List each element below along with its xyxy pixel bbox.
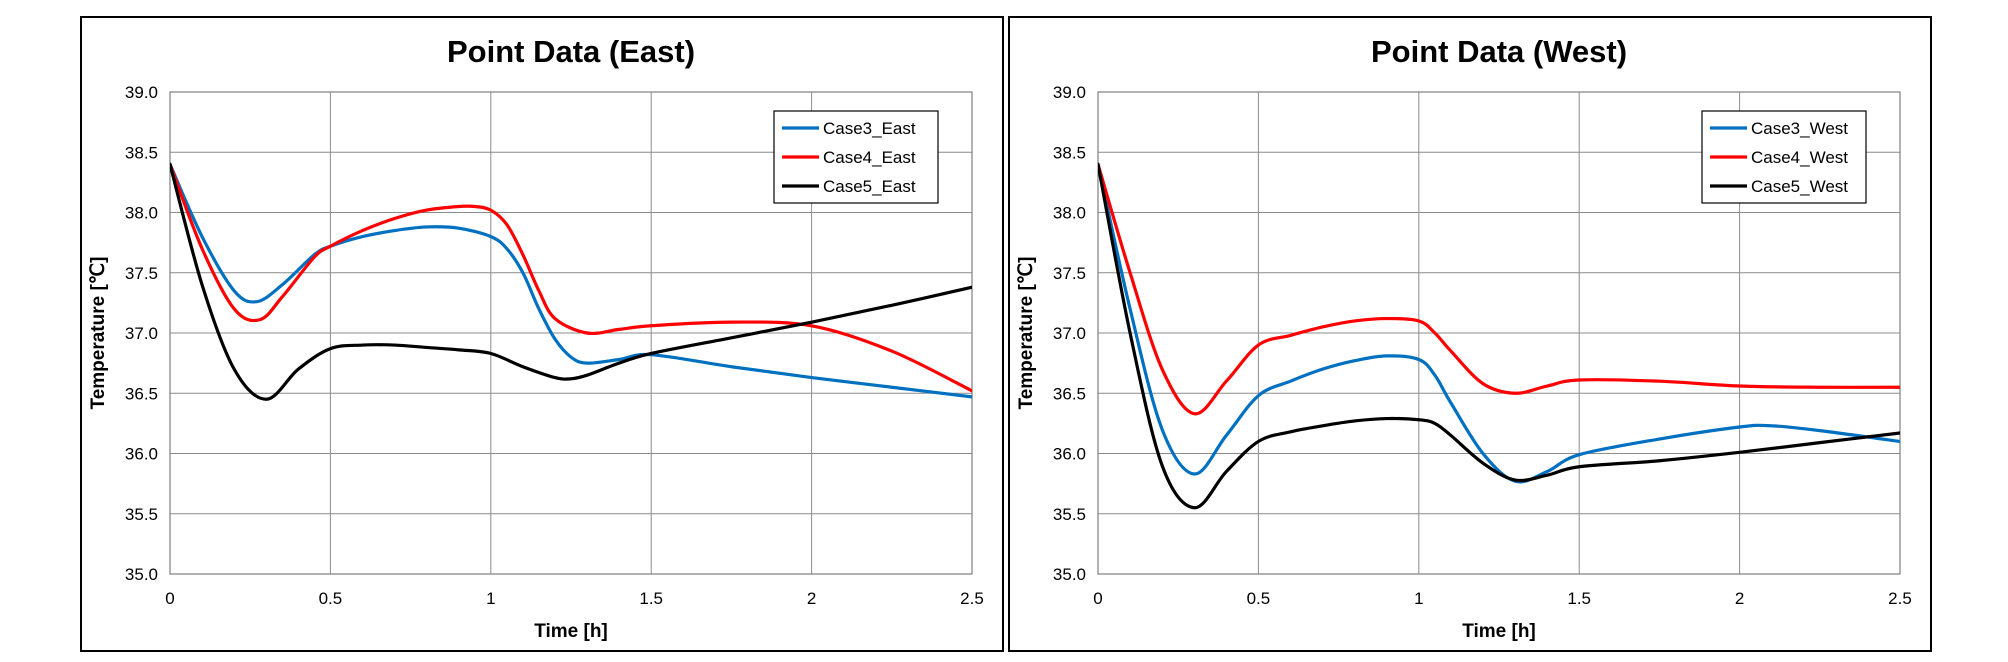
west-xtick-label: 1.5 [1567, 589, 1591, 608]
west-plot-frame [1097, 91, 1901, 575]
west-ytick-label: 36.5 [1053, 384, 1086, 403]
east-legend-label: Case5_East [823, 177, 916, 196]
east-xtick-label: 0.5 [319, 589, 343, 608]
east-plot-frame [169, 91, 973, 575]
east-xtick-label: 2 [807, 589, 816, 608]
east-ytick-label: 37.0 [125, 324, 158, 343]
east-xtick-label: 0 [165, 589, 174, 608]
west-legend-label: Case3_West [1751, 119, 1848, 138]
west-ytick-label: 37.5 [1053, 264, 1086, 283]
west-series-line-case4-west [1098, 162, 1900, 416]
west-series-line-case5-west [1098, 162, 1900, 510]
west-xtick-label: 1 [1414, 589, 1423, 608]
chart-east: Point Data (East) 35.0 35.5 36.0 36.5 37.0 37.… [80, 16, 1004, 652]
east-ytick-label: 39.0 [125, 83, 158, 102]
east-ytick-label: 36.0 [125, 445, 158, 464]
west-legend-label: Case5_West [1751, 177, 1848, 196]
chart-west: Point Data (West) 35.0 35.5 36.0 36.5 37.0 37.… [1008, 16, 1932, 652]
west-ylabel: Temperature [℃] [1016, 257, 1037, 410]
east-xtick-label: 1.5 [639, 589, 663, 608]
east-title: Point Data (East) [447, 34, 695, 69]
east-ytick-label: 38.5 [125, 143, 158, 162]
west-ytick-label: 38.5 [1053, 143, 1086, 162]
east-legend-label: Case4_East [823, 148, 916, 167]
west-ytick-label: 37.0 [1053, 324, 1086, 343]
east-series-line-case4-east [170, 162, 972, 393]
east-legend-label: Case3_East [823, 119, 916, 138]
west-legend-label: Case4_West [1751, 148, 1848, 167]
west-ytick-label: 38.0 [1053, 204, 1086, 223]
chart-west-svg: Point Data (West) 35.0 35.5 36.0 36.5 37.0 37.… [1016, 34, 1912, 642]
east-ytick-label: 36.5 [125, 384, 158, 403]
west-xtick-label: 2.5 [1888, 589, 1912, 608]
east-ytick-label: 35.0 [125, 565, 158, 584]
west-ytick-label: 35.0 [1053, 565, 1086, 584]
west-ytick-label: 39.0 [1053, 83, 1086, 102]
chart-east-svg: Point Data (East) 35.0 35.5 36.0 36.5 37.0 37.… [88, 34, 984, 642]
east-ytick-label: 35.5 [125, 505, 158, 524]
west-ytick-label: 35.5 [1053, 505, 1086, 524]
west-xlabel: Time [h] [1462, 621, 1536, 642]
west-xtick-label: 0.5 [1247, 589, 1271, 608]
west-xtick-label: 2 [1735, 589, 1744, 608]
east-xtick-label: 2.5 [960, 589, 984, 608]
east-xlabel: Time [h] [534, 621, 608, 642]
west-xtick-label: 0 [1093, 589, 1102, 608]
east-ylabel: Temperature [℃] [88, 257, 109, 410]
east-ytick-label: 38.0 [125, 204, 158, 223]
west-series-line-case3-west [1098, 162, 1900, 484]
east-ytick-label: 37.5 [125, 264, 158, 283]
west-ytick-label: 36.0 [1053, 445, 1086, 464]
west-title: Point Data (West) [1371, 34, 1627, 69]
east-series-line-case5-east [170, 162, 972, 401]
east-series-line-case3-east [170, 162, 972, 399]
east-xtick-label: 1 [486, 589, 495, 608]
